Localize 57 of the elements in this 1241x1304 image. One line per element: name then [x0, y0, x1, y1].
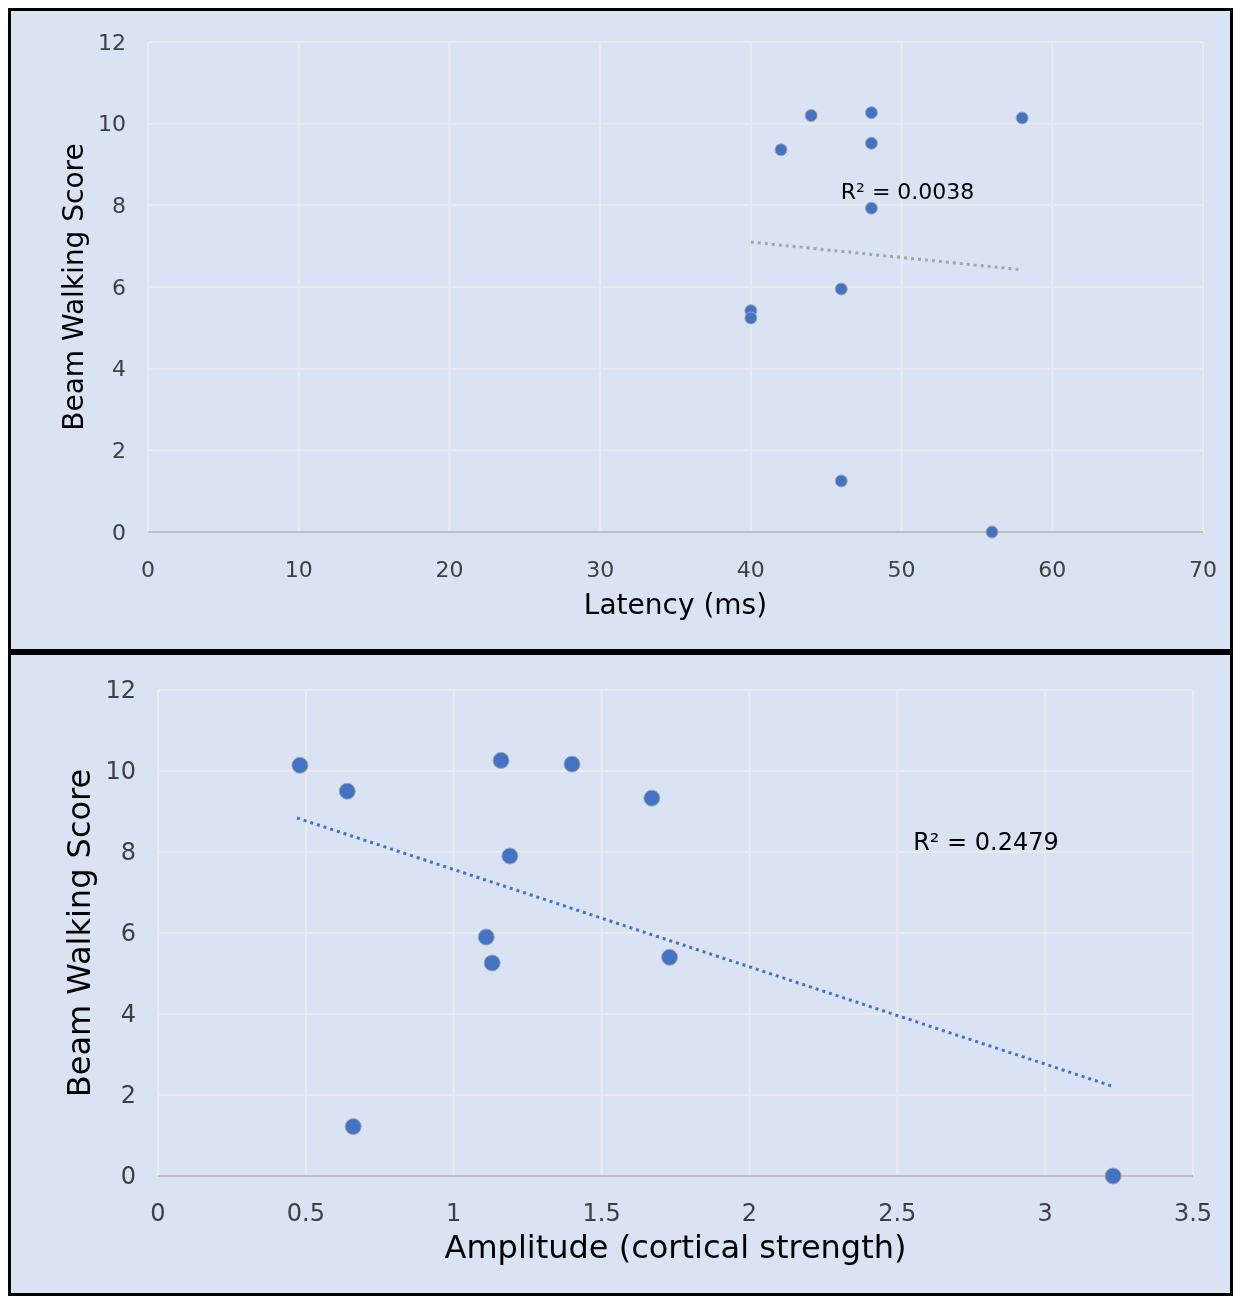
point	[804, 109, 818, 122]
point	[864, 201, 878, 215]
point	[501, 847, 519, 865]
point	[774, 143, 788, 157]
point	[483, 954, 501, 972]
x-tick-label: 2.5	[878, 1199, 917, 1227]
x-tick-label: 2	[741, 1199, 758, 1227]
y-axis-title: Beam Walking Score	[57, 143, 90, 431]
y-tick-label: 4	[120, 1000, 136, 1029]
point	[864, 136, 878, 150]
point	[563, 755, 581, 773]
y-tick-label: 10	[98, 111, 126, 137]
y-axis-title: Beam Walking Score	[60, 768, 98, 1098]
y-tick-label: 12	[98, 29, 126, 55]
y-tick-label: 0	[112, 519, 126, 545]
point	[834, 474, 848, 488]
x-tick-label: 3.5	[1173, 1199, 1213, 1227]
y-tick-label: 4	[112, 356, 126, 382]
point	[492, 751, 510, 769]
point	[744, 311, 758, 325]
point	[1015, 111, 1029, 125]
point	[834, 282, 848, 296]
point	[338, 782, 356, 800]
x-tick-label: 50	[887, 557, 916, 582]
y-tick-label: 2	[112, 438, 126, 464]
point	[864, 106, 878, 120]
x-tick-label: 0	[150, 1199, 166, 1227]
point	[661, 948, 679, 966]
x-tick-label: 3	[1037, 1199, 1053, 1227]
x-tick-label: 60	[1038, 557, 1067, 582]
point	[1104, 1167, 1122, 1185]
x-tick-label: 40	[736, 557, 765, 582]
y-tick-label: 2	[120, 1081, 136, 1110]
point	[344, 1118, 362, 1136]
x-tick-label: 0.5	[286, 1199, 325, 1227]
y-tick-label: 6	[112, 274, 126, 300]
x-tick-label: 20	[435, 557, 464, 582]
x-tick-label: 1	[446, 1199, 462, 1227]
point	[477, 928, 495, 946]
point	[643, 789, 661, 807]
y-tick-label: 0	[120, 1162, 136, 1191]
y-tick-label: 12	[105, 676, 136, 705]
y-tick-label: 8	[112, 193, 126, 219]
annotation: R² = 0.0038	[840, 178, 975, 204]
x-tick-label: 0	[141, 557, 155, 582]
point	[985, 525, 999, 539]
y-tick-label: 8	[120, 838, 136, 867]
x-axis-title: Amplitude (cortical strength)	[444, 1228, 907, 1266]
x-tick-label: 70	[1189, 557, 1217, 582]
annotation: R² = 0.2479	[913, 828, 1059, 857]
x-tick-label: 30	[586, 557, 615, 582]
y-tick-label: 10	[105, 757, 136, 786]
x-axis-title: Latency (ms)	[583, 588, 768, 621]
y-tick-label: 6	[120, 919, 136, 948]
x-tick-label: 1.5	[582, 1199, 621, 1227]
point	[291, 756, 309, 774]
x-tick-label: 10	[284, 557, 313, 582]
